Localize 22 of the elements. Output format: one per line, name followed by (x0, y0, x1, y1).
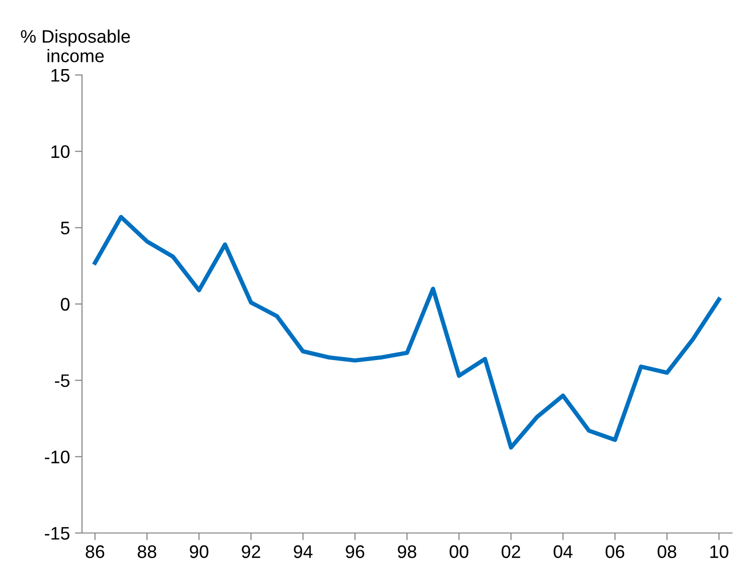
x-tick-label: 04 (554, 545, 573, 558)
y-tick-label: -15 (44, 527, 70, 540)
y-tick-label: 15 (51, 69, 70, 82)
x-tick-label: 02 (502, 545, 520, 558)
y-tick-label: -5 (54, 374, 70, 388)
x-tick-label: 96 (346, 545, 364, 558)
x-tick-label: 88 (138, 545, 156, 558)
y-tick-label: 5 (60, 222, 70, 234)
line-series (92, 214, 722, 450)
y-axis-title: % Disposable income (20, 30, 130, 62)
x-tick-label: 90 (190, 545, 208, 558)
y-tick-label: 10 (51, 145, 70, 158)
y-tick-label: -10 (44, 450, 70, 464)
x-tick-label: 94 (294, 545, 313, 558)
x-tick-label: 10 (710, 545, 728, 558)
x-tick-label: 86 (86, 545, 104, 558)
y-tick-label: 0 (60, 298, 70, 311)
x-tick-label: 08 (658, 545, 676, 558)
x-tick-label: 06 (606, 545, 624, 558)
x-tick-label: 92 (242, 545, 260, 558)
x-tick-label: 98 (398, 545, 416, 558)
x-tick-label: 00 (450, 545, 468, 558)
